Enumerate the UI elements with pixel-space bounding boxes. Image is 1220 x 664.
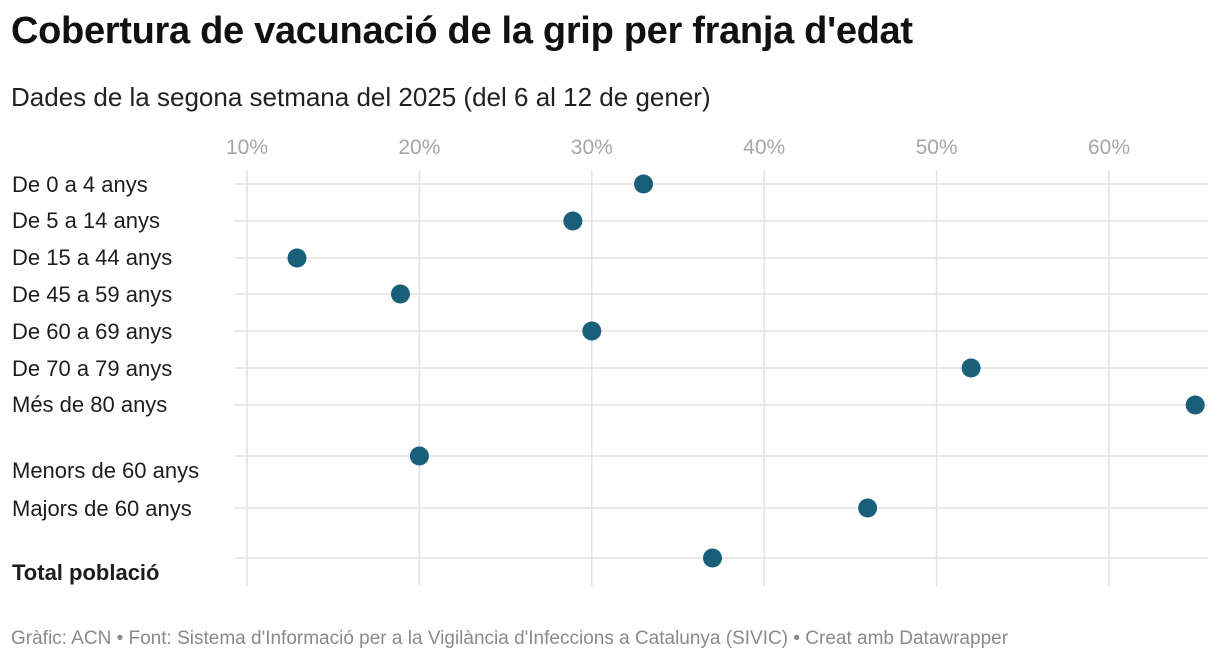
data-point (961, 358, 981, 378)
x-tick-label: 60% (1088, 136, 1130, 159)
source-footer: Gràfic: ACN • Font: Sistema d'Informació… (11, 628, 1009, 649)
x-tick-label: 10% (226, 136, 268, 159)
chart-subtitle: Dades de la segona setmana del 2025 (del… (11, 82, 711, 112)
dot-plot-chart: 10% 20% 30% 40% 50% 60% De 0 a 4 anys De 5 a 14… (12, 136, 1208, 586)
x-tick-label: 50% (916, 136, 958, 159)
category-label: Menors de 60 anys (12, 458, 199, 483)
category-label: Més de 80 anys (12, 392, 167, 417)
x-tick-label: 40% (743, 136, 785, 159)
category-label: De 0 a 4 anys (12, 172, 148, 197)
data-point (702, 548, 722, 568)
data-point (287, 248, 307, 268)
chart-title: Cobertura de vacunació de la grip per fr… (11, 10, 913, 52)
data-point (858, 498, 878, 518)
category-label: De 5 a 14 anys (12, 208, 160, 233)
category-label: De 60 a 69 anys (12, 319, 172, 344)
category-label: De 15 a 44 anys (12, 245, 172, 270)
data-point (563, 211, 583, 231)
x-tick-label: 20% (398, 136, 440, 159)
category-label: De 70 a 79 anys (12, 356, 172, 381)
data-point (390, 284, 410, 304)
category-label: Total població (12, 560, 159, 585)
data-point (409, 446, 429, 466)
data-point (582, 321, 602, 341)
data-point (634, 174, 654, 194)
category-label: Majors de 60 anys (12, 496, 192, 521)
category-label: De 45 a 59 anys (12, 282, 172, 307)
x-tick-label: 30% (571, 136, 613, 159)
data-point (1185, 395, 1205, 415)
